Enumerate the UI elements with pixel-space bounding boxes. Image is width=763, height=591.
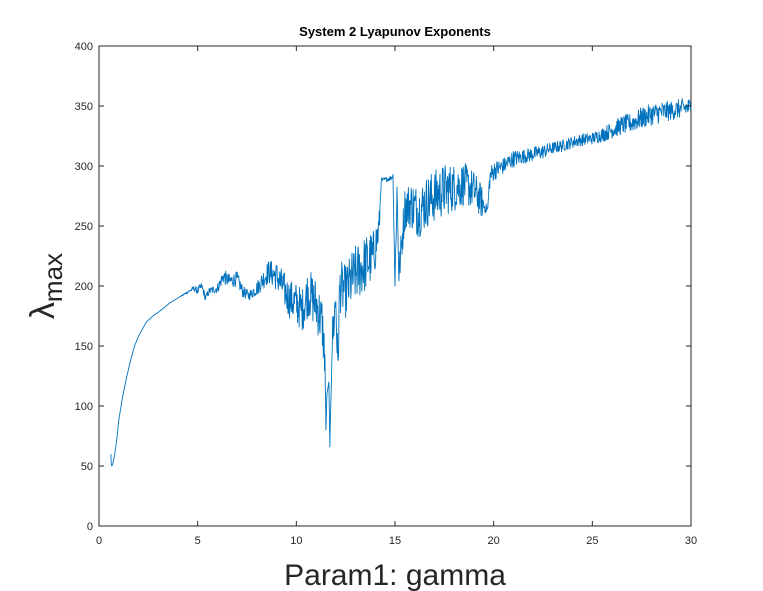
y-tick-label: 0	[87, 521, 93, 533]
x-tick-label: 30	[685, 535, 697, 547]
y-tick-label: 250	[75, 221, 93, 233]
y-axis-label-symbol: λ	[24, 302, 62, 319]
y-tick-label: 350	[75, 101, 93, 113]
x-tick-label: 25	[586, 535, 598, 547]
x-tick-label: 0	[96, 535, 102, 547]
y-tick-label: 50	[81, 461, 93, 473]
series-layer	[110, 98, 692, 467]
y-tick-label: 400	[75, 41, 93, 53]
y-tick-label: 200	[75, 281, 93, 293]
x-tick-label: 20	[488, 535, 500, 547]
series-line	[110, 98, 692, 467]
x-tick-label: 15	[389, 535, 401, 547]
y-axis-label-subscript: max	[38, 253, 68, 302]
y-tick-label: 300	[75, 161, 93, 173]
chart-title: System 2 Lyapunov Exponents	[299, 24, 491, 39]
x-tick-label: 10	[290, 535, 302, 547]
x-tick-label: 5	[195, 535, 201, 547]
x-axis-label: Param1: gamma	[284, 559, 506, 591]
y-tick-label: 100	[75, 401, 93, 413]
y-axis-label: λmax	[24, 253, 68, 319]
y-tick-label: 150	[75, 341, 93, 353]
